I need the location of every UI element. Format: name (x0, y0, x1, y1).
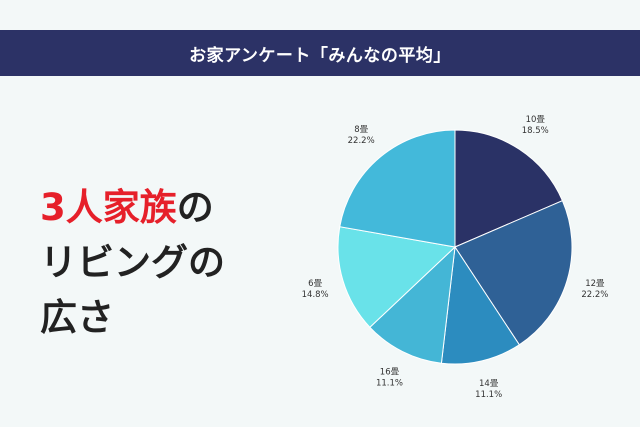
pie-slice (339, 129, 456, 248)
slice-category-label: 10畳 (526, 115, 546, 125)
headline-line-1: 3人家族の (40, 180, 270, 235)
pie-slice (337, 226, 457, 328)
headline-line-3: 広さ (40, 296, 114, 339)
pie-slice (369, 245, 456, 364)
headline-accent: 3人家族 (40, 186, 177, 229)
headline: 3人家族の リビングの 広さ (40, 180, 270, 345)
header-banner: お家アンケート「みんなの平均」 (0, 30, 640, 76)
slice-category-label: 6畳 (308, 279, 322, 289)
headline-line-2: リビングの (40, 241, 225, 284)
slice-value-label: 11.1% (376, 378, 403, 388)
slice-category-label: 12畳 (585, 279, 605, 289)
slice-value-label: 18.5% (522, 126, 549, 136)
header-title: お家アンケート「みんなの平均」 (189, 45, 451, 66)
pie-slice (454, 129, 564, 248)
slice-value-label: 22.2% (581, 290, 608, 300)
slice-category-label: 8畳 (354, 125, 368, 135)
slice-category-label: 16畳 (380, 367, 400, 377)
headline-line-1-rest: の (176, 186, 214, 229)
slice-value-label: 14.8% (302, 290, 329, 300)
pie-slice (440, 245, 520, 365)
slice-value-label: 11.1% (475, 390, 502, 400)
slice-category-label: 14畳 (479, 379, 499, 389)
pie-chart: 10畳18.5%12畳22.2%14畳11.1%16畳11.1%6畳14.8%8… (302, 115, 609, 400)
pie-slice (454, 200, 573, 346)
slice-value-label: 22.2% (348, 136, 375, 146)
